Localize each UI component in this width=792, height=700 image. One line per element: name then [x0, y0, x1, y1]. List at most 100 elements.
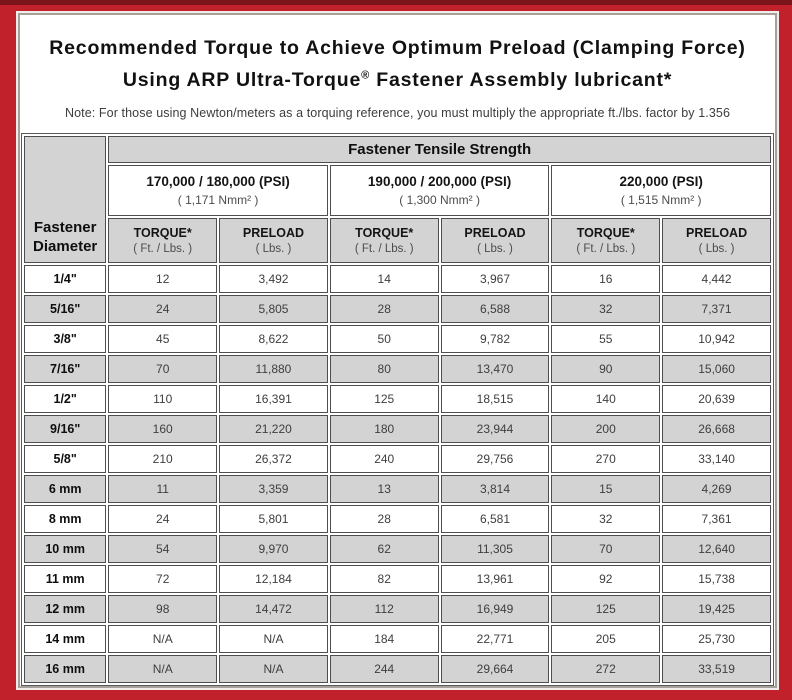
- preload-value-cell: 18,515: [440, 384, 550, 413]
- preload-value-cell: 21,220: [219, 414, 328, 443]
- torque-value-cell: N/A: [108, 624, 218, 653]
- fastener-diameter-cell: 10 mm: [24, 534, 107, 563]
- fastener-diameter-cell: 1/4": [24, 264, 107, 293]
- preload-value-cell: 15,060: [662, 354, 771, 383]
- table-row: 16 mm N/A N/A 244 29,664 272 33,519: [24, 654, 771, 683]
- torque-column-header-3: TORQUE* ( Ft. / Lbs. ): [551, 217, 661, 263]
- torque-value-cell: N/A: [108, 654, 218, 683]
- preload-value-cell: 20,639: [662, 384, 771, 413]
- preload-value-cell: 23,944: [440, 414, 550, 443]
- table-row: 5/16" 24 5,805 28 6,588 32 7,371: [24, 294, 771, 323]
- torque-value-cell: 15: [551, 474, 661, 503]
- preload-value-cell: 4,269: [662, 474, 771, 503]
- preload-value-cell: 12,640: [662, 534, 771, 563]
- preload-value-cell: 3,492: [219, 264, 328, 293]
- fastener-diameter-cell: 1/2": [24, 384, 107, 413]
- preload-value-cell: 6,581: [440, 504, 550, 533]
- psi-rating: 220,000 (PSI): [619, 173, 703, 189]
- preload-label: PRELOAD: [464, 225, 526, 240]
- fastener-diameter-cell: 16 mm: [24, 654, 107, 683]
- fastener-diameter-cell: 14 mm: [24, 624, 107, 653]
- torque-label: TORQUE*: [133, 225, 192, 240]
- torque-value-cell: 125: [551, 594, 661, 623]
- torque-value-cell: 200: [551, 414, 661, 443]
- preload-label: PRELOAD: [242, 225, 305, 240]
- torque-value-cell: 32: [551, 504, 661, 533]
- fastener-diameter-cell: 6 mm: [24, 474, 107, 503]
- torque-value-cell: 62: [329, 534, 439, 563]
- torque-label: TORQUE*: [355, 225, 414, 240]
- torque-value-cell: 125: [329, 384, 439, 413]
- torque-value-cell: 12: [108, 264, 218, 293]
- preload-label: PRELOAD: [686, 225, 748, 240]
- torque-value-cell: 160: [108, 414, 218, 443]
- psi-group-header-1: 170,000 / 180,000 (PSI) ( 1,171 Nmm² ): [108, 164, 328, 216]
- torque-value-cell: 54: [108, 534, 218, 563]
- preload-value-cell: 22,771: [440, 624, 550, 653]
- fastener-diameter-cell: 3/8": [24, 324, 107, 353]
- tensile-strength-header: Fastener Tensile Strength: [108, 135, 771, 163]
- preload-value-cell: 3,814: [440, 474, 550, 503]
- torque-unit: ( Ft. / Lbs. ): [354, 242, 414, 255]
- torque-column-header-2: TORQUE* ( Ft. / Lbs. ): [329, 217, 439, 263]
- table-row: 5/8" 210 26,372 240 29,756 270 33,140: [24, 444, 771, 473]
- nmm-rating: ( 1,171 Nmm² ): [177, 192, 259, 207]
- preload-column-header-2: PRELOAD ( Lbs. ): [440, 217, 550, 263]
- table-row: 3/8" 45 8,622 50 9,782 55 10,942: [24, 324, 771, 353]
- torque-value-cell: 180: [329, 414, 439, 443]
- torque-value-cell: 98: [108, 594, 218, 623]
- fastener-diameter-cell: 8 mm: [24, 504, 107, 533]
- torque-value-cell: 210: [108, 444, 218, 473]
- preload-unit: ( Lbs. ): [255, 242, 292, 255]
- preload-value-cell: 5,801: [219, 504, 328, 533]
- fastener-diameter-cell: 7/16": [24, 354, 107, 383]
- preload-value-cell: 16,949: [440, 594, 550, 623]
- torque-value-cell: 70: [551, 534, 661, 563]
- preload-value-cell: 8,622: [219, 324, 328, 353]
- preload-value-cell: 19,425: [662, 594, 771, 623]
- preload-value-cell: 11,305: [440, 534, 550, 563]
- torque-value-cell: 184: [329, 624, 439, 653]
- table-wrap: Fastener Diameter Fastener Tensile Stren…: [20, 132, 775, 687]
- preload-value-cell: 14,472: [219, 594, 328, 623]
- preload-value-cell: 29,756: [440, 444, 550, 473]
- preload-unit: ( Lbs. ): [477, 242, 513, 255]
- torque-value-cell: 80: [329, 354, 439, 383]
- title-line-2: Using ARP Ultra-Torque® Fastener Assembl…: [122, 68, 673, 91]
- preload-value-cell: 7,371: [662, 294, 771, 323]
- header-row-tensile: Fastener Diameter Fastener Tensile Stren…: [24, 135, 771, 263]
- preload-value-cell: 26,372: [219, 444, 328, 473]
- torque-unit: ( Ft. / Lbs. ): [133, 242, 193, 255]
- torque-value-cell: 110: [108, 384, 218, 413]
- preload-value-cell: 9,970: [219, 534, 328, 563]
- preload-value-cell: 3,359: [219, 474, 328, 503]
- preload-value-cell: 25,730: [662, 624, 771, 653]
- table-row: 10 mm 54 9,970 62 11,305 70 12,640: [24, 534, 771, 563]
- psi-group-header-2: 190,000 / 200,000 (PSI) ( 1,300 Nmm² ): [329, 164, 550, 216]
- preload-value-cell: 26,668: [662, 414, 771, 443]
- torque-value-cell: 272: [551, 654, 661, 683]
- fastener-diameter-cell: 12 mm: [24, 594, 107, 623]
- preload-value-cell: 9,782: [440, 324, 550, 353]
- torque-value-cell: 14: [329, 264, 439, 293]
- nmm-rating: ( 1,300 Nmm² ): [399, 192, 480, 207]
- preload-column-header-1: PRELOAD ( Lbs. ): [219, 217, 328, 263]
- preload-value-cell: 29,664: [440, 654, 550, 683]
- preload-value-cell: 12,184: [219, 564, 328, 593]
- preload-value-cell: 33,519: [662, 654, 771, 683]
- table-body: 1/4" 12 3,492 14 3,967 16 4,442 5/16" 24 5,805 28 6…: [24, 264, 771, 683]
- preload-value-cell: 16,391: [219, 384, 328, 413]
- preload-value-cell: 5,805: [219, 294, 328, 323]
- preload-value-cell: 10,942: [662, 324, 771, 353]
- torque-value-cell: 82: [329, 564, 439, 593]
- torque-value-cell: 72: [108, 564, 218, 593]
- preload-value-cell: 11,880: [219, 354, 328, 383]
- fastener-diameter-cell: 9/16": [24, 414, 107, 443]
- torque-value-cell: 270: [551, 444, 661, 473]
- psi-rating: 190,000 / 200,000 (PSI): [367, 173, 512, 189]
- torque-value-cell: 11: [108, 474, 218, 503]
- table-row: 11 mm 72 12,184 82 13,961 92 15,738: [24, 564, 771, 593]
- fastener-diameter-cell: 5/8": [24, 444, 107, 473]
- torque-value-cell: 50: [329, 324, 439, 353]
- torque-spec-table: Fastener Diameter Fastener Tensile Stren…: [21, 132, 774, 686]
